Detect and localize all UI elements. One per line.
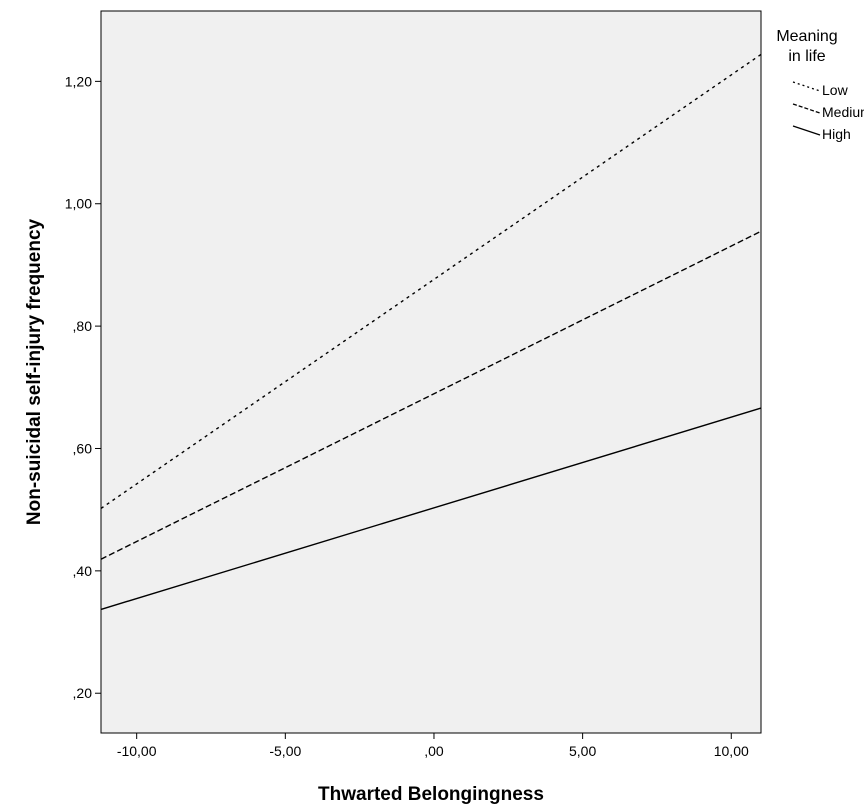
y-axis-title: Non-suicidal self-injury frequency — [24, 218, 45, 525]
x-axis: -10,00 -5,00 ,00 5,00 10,00 — [117, 733, 749, 759]
y-axis: ,20 ,40 ,60 ,80 1,00 1,20 — [65, 73, 101, 701]
legend-title-line2: in life — [788, 48, 825, 65]
x-tick-label: ,00 — [424, 743, 444, 759]
series-line-high — [100, 407, 762, 611]
x-tick-label: -5,00 — [269, 743, 301, 759]
legend-label-low: Low — [822, 82, 849, 98]
series-line-medium — [100, 230, 762, 560]
y-tick-label: 1,00 — [65, 196, 92, 212]
plot-area — [100, 10, 762, 734]
y-tick-label: ,20 — [73, 685, 93, 701]
legend-title-line1: Meaning — [776, 28, 837, 45]
x-axis-title: Thwarted Belongingness — [318, 784, 544, 805]
y-tick-label: 1,20 — [65, 73, 92, 89]
legend-label-high: High — [822, 126, 851, 142]
legend: Meaning in life Low Medium High — [776, 28, 864, 142]
legend-swatch-low — [792, 81, 821, 92]
y-tick-label: ,40 — [73, 563, 93, 579]
y-tick-label: ,60 — [73, 440, 93, 456]
series-line-low — [100, 53, 762, 510]
series-lines — [100, 53, 762, 611]
legend-label-medium: Medium — [822, 104, 864, 120]
legend-swatch-medium — [792, 103, 821, 114]
legend-swatch-high — [792, 125, 821, 136]
x-tick-label: -10,00 — [117, 743, 157, 759]
x-tick-label: 5,00 — [569, 743, 596, 759]
y-tick-label: ,80 — [73, 318, 93, 334]
x-tick-label: 10,00 — [714, 743, 749, 759]
